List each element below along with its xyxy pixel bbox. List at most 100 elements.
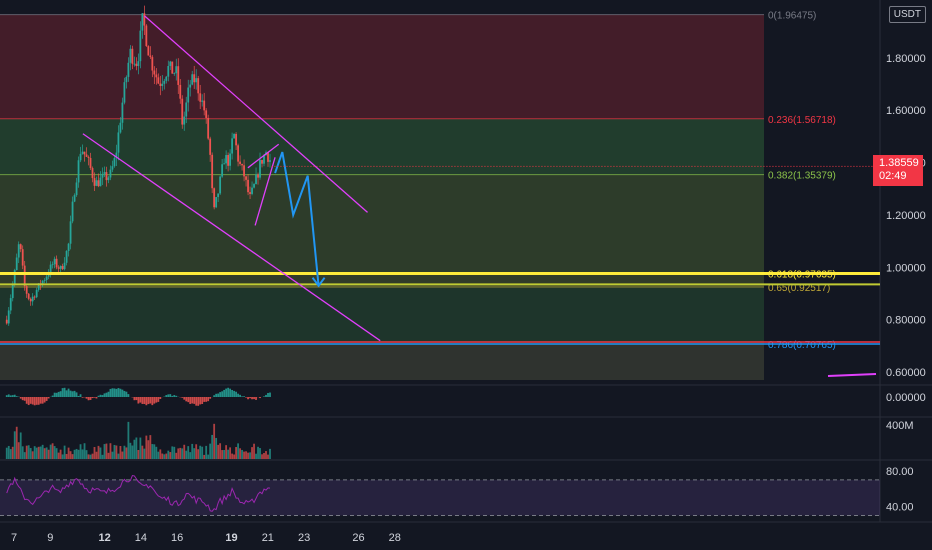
volume-bar bbox=[107, 452, 110, 459]
macd-bar bbox=[93, 397, 96, 398]
volume-bar bbox=[231, 453, 234, 459]
macd-bar bbox=[11, 395, 14, 397]
volume-bar bbox=[113, 444, 116, 459]
macd-bar bbox=[139, 397, 142, 403]
candle-body bbox=[123, 82, 126, 103]
macd-bar bbox=[95, 397, 98, 399]
macd-bar bbox=[47, 397, 50, 399]
volume-bar bbox=[169, 452, 172, 459]
macd-bar bbox=[181, 397, 184, 398]
macd-bar bbox=[123, 390, 126, 397]
macd-bar bbox=[37, 397, 40, 405]
candle-body bbox=[211, 154, 214, 189]
price-tick-label: 0.80000 bbox=[886, 315, 926, 327]
drawing-tools[interactable] bbox=[0, 15, 880, 377]
volume-bar bbox=[201, 446, 204, 459]
macd-bar bbox=[199, 397, 202, 405]
volume-bar bbox=[239, 448, 241, 459]
volume-bar bbox=[105, 443, 108, 459]
volume-bar bbox=[171, 446, 174, 459]
volume-bar bbox=[237, 443, 239, 459]
volume-bar bbox=[83, 443, 86, 459]
macd-bar bbox=[235, 391, 237, 397]
macd-bar bbox=[145, 397, 148, 406]
price-tick-label: 1.60000 bbox=[886, 105, 926, 117]
candle-body bbox=[31, 296, 34, 302]
macd-bar bbox=[7, 394, 10, 397]
candle-body bbox=[19, 244, 22, 250]
volume-bar bbox=[39, 446, 42, 459]
candle-body bbox=[185, 102, 188, 117]
macd-histogram bbox=[5, 387, 271, 406]
fib-level-label: 0.786(0.70765) bbox=[768, 340, 836, 351]
candle-body bbox=[131, 48, 134, 64]
price-tick-label: 1.80000 bbox=[886, 53, 926, 65]
macd-bar bbox=[197, 397, 200, 406]
volume-bar bbox=[7, 445, 10, 459]
volume-bar bbox=[175, 452, 178, 459]
macd-bar bbox=[107, 391, 110, 397]
volume-bar bbox=[151, 444, 154, 459]
candle-body bbox=[133, 63, 136, 65]
volume-bar bbox=[87, 454, 90, 459]
candle-body bbox=[221, 164, 224, 177]
candle-body bbox=[101, 173, 104, 178]
volume-bar bbox=[249, 452, 251, 459]
candle-body bbox=[191, 74, 194, 85]
candle-body bbox=[113, 158, 116, 167]
rsi-tick-label: 40.00 bbox=[886, 502, 914, 514]
volume-bar bbox=[119, 446, 122, 459]
volume-bar bbox=[33, 446, 36, 459]
fibonacci-retracement[interactable]: 0(1.96475) 0.236(1.56718) 0.382(1.35379) 0.… bbox=[0, 11, 836, 380]
candle-body bbox=[173, 73, 176, 75]
volume-bars bbox=[5, 421, 271, 459]
candle-body bbox=[179, 84, 182, 99]
volume-bar bbox=[177, 448, 180, 459]
macd-bar bbox=[65, 390, 68, 397]
volume-bar bbox=[227, 449, 230, 459]
candle-body bbox=[267, 152, 269, 162]
candle-body bbox=[227, 155, 230, 166]
macd-bar bbox=[73, 390, 76, 397]
macd-bar bbox=[23, 397, 26, 401]
time-tick-label: 9 bbox=[47, 532, 53, 544]
candle-body bbox=[151, 57, 154, 71]
volume-bar bbox=[127, 421, 130, 459]
volume-bar bbox=[43, 448, 46, 459]
rsi-indicator bbox=[0, 474, 880, 517]
volume-bar bbox=[41, 444, 44, 459]
projection-arrowhead bbox=[311, 277, 326, 288]
macd-bar bbox=[109, 388, 112, 397]
candle-body bbox=[9, 298, 12, 311]
macd-bar bbox=[133, 397, 136, 401]
candle-body bbox=[153, 70, 156, 75]
volume-bar bbox=[69, 451, 72, 459]
currency-badge[interactable]: USDT bbox=[888, 6, 926, 23]
candle-body bbox=[49, 264, 52, 275]
volume-bar bbox=[157, 451, 160, 459]
candle-body bbox=[125, 76, 128, 83]
time-tick-label: 26 bbox=[352, 532, 364, 544]
candle-body bbox=[33, 296, 36, 298]
macd-bar bbox=[187, 397, 190, 403]
macd-bar bbox=[247, 397, 249, 400]
candle-body bbox=[17, 244, 20, 258]
candle-body bbox=[51, 264, 54, 266]
volume-bar bbox=[51, 443, 54, 459]
candle-body bbox=[177, 66, 180, 85]
volume-bar bbox=[147, 440, 150, 459]
macd-bar bbox=[227, 387, 230, 397]
candle-body bbox=[65, 251, 68, 263]
volume-bar bbox=[75, 448, 78, 459]
macd-bar bbox=[239, 394, 241, 397]
rsi-line bbox=[6, 474, 271, 512]
candle-body bbox=[207, 117, 210, 139]
macd-bar bbox=[223, 389, 226, 397]
volume-bar bbox=[219, 443, 222, 459]
volume-bar bbox=[193, 448, 196, 459]
volume-bar bbox=[261, 454, 263, 459]
candle-body bbox=[11, 284, 14, 299]
volume-bar bbox=[229, 447, 232, 459]
candle-body bbox=[189, 84, 192, 88]
